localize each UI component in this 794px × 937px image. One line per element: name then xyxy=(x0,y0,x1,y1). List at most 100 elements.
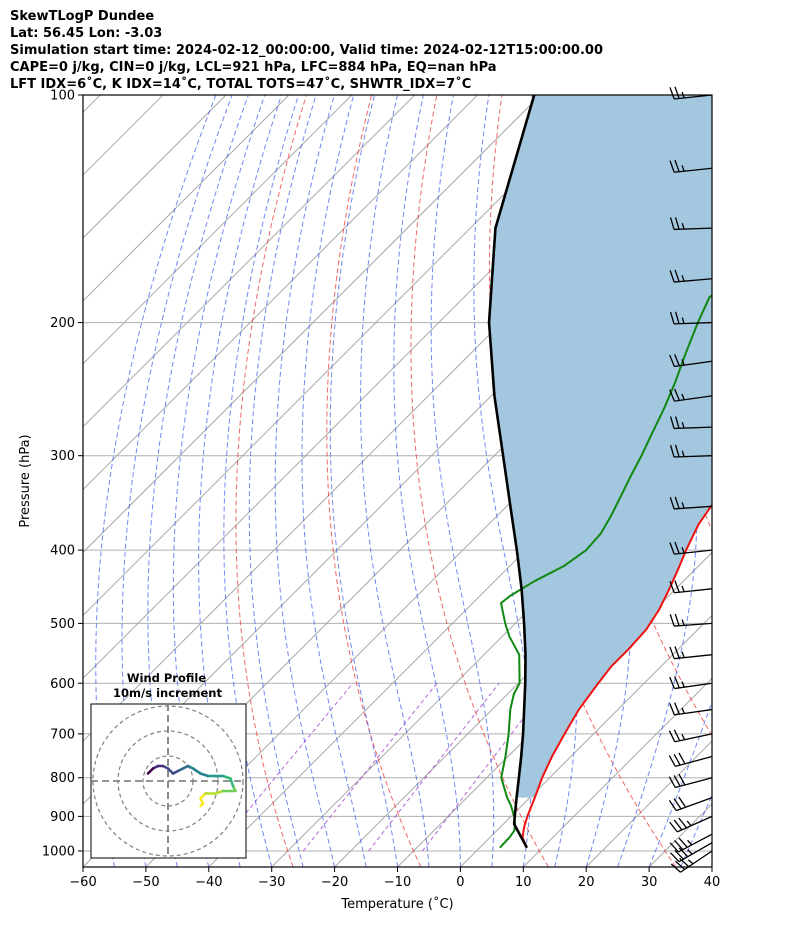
moist-adiabat-line xyxy=(648,700,712,867)
wind-barb xyxy=(669,613,713,627)
wind-barb-flag xyxy=(675,860,686,870)
chart-axes: −60 −50 −40 −30 −20 −10 0 10 20 30 40 1000 900 800 700… xyxy=(18,89,720,913)
wind-barb-flag xyxy=(669,542,675,555)
temperature-profile-line xyxy=(521,503,712,849)
isotherm-line xyxy=(83,95,416,428)
hodograph-trace-segment xyxy=(221,774,232,780)
wind-barb-flag xyxy=(669,496,675,510)
wind-barb-shaft xyxy=(674,622,713,627)
wind-barb-shaft xyxy=(678,842,713,863)
x-tick-label: 30 xyxy=(641,875,658,890)
wind-barb-flag xyxy=(674,496,680,509)
y-tick-label: 600 xyxy=(50,677,75,692)
wind-barb-flag xyxy=(669,821,678,833)
hodograph-plot xyxy=(91,704,246,858)
cape-cin-shading xyxy=(489,95,712,798)
y-tick-label: 900 xyxy=(50,810,75,825)
wind-barb-half-flag xyxy=(681,619,685,626)
x-tick-label: −10 xyxy=(384,875,411,890)
wind-barb-flag xyxy=(673,775,681,787)
hodograph-trace-segment xyxy=(214,789,225,795)
wind-barb xyxy=(669,354,713,368)
moist-adiabat-line xyxy=(360,95,430,867)
wind-barb xyxy=(668,773,713,789)
wind-barb-flag xyxy=(669,703,675,716)
wind-barb-flag xyxy=(669,416,675,429)
x-tick-label: −20 xyxy=(321,875,348,890)
wind-barb-flag xyxy=(673,819,683,831)
wind-barb-flag xyxy=(674,840,684,851)
wind-barb-flag xyxy=(674,849,684,860)
wind-barb-flag xyxy=(669,160,675,173)
wind-barb-shaft xyxy=(674,426,713,430)
isotherm-line xyxy=(83,95,290,302)
isotherm-line xyxy=(83,95,227,239)
x-tick-label: 0 xyxy=(456,875,464,890)
wind-barb xyxy=(669,646,713,660)
mixing-ratio-line xyxy=(368,682,500,852)
wind-barb-shaft xyxy=(677,815,713,833)
wind-barb-half-flag xyxy=(681,317,685,324)
isotherm-line xyxy=(83,95,541,554)
wind-barb-half-flag xyxy=(681,450,685,457)
wind-barb xyxy=(669,580,713,594)
wind-barb-flag xyxy=(674,541,680,554)
dry-adiabat-line xyxy=(488,95,677,867)
wind-barb-half-flag xyxy=(681,585,685,592)
y-tick-label: 400 xyxy=(50,544,75,559)
isotherm-line xyxy=(711,866,712,867)
wind-barb-half-flag xyxy=(681,393,685,400)
index-parameters: LFT IDX=6˚C, K IDX=14˚C, TOTAL TOTS=47˚C… xyxy=(10,77,472,92)
y-tick-label: 100 xyxy=(50,89,75,104)
wind-barb xyxy=(669,702,713,716)
wind-barb-half-flag xyxy=(681,359,685,366)
wind-barb-shaft xyxy=(674,733,713,743)
chart-title: SkewTLogP Dundee xyxy=(10,9,155,24)
wind-barb-half-flag xyxy=(681,547,685,554)
moist-adiabat-line xyxy=(301,95,367,867)
wind-barb-flag xyxy=(678,752,686,765)
hodograph-trace-segment xyxy=(146,769,152,775)
moist-adiabat-line xyxy=(711,865,712,867)
wind-barb-flag xyxy=(674,159,680,172)
wind-barb-flag xyxy=(674,613,680,626)
wind-barb-shaft xyxy=(674,395,713,402)
moist-adiabat-line xyxy=(329,95,398,867)
wind-barb-flag xyxy=(669,842,679,853)
wind-barb-shaft xyxy=(678,833,713,853)
mixing-ratio-line xyxy=(422,682,551,852)
hodograph-trace-segment xyxy=(199,772,210,778)
moist-adiabat-line xyxy=(393,95,461,867)
stability-parameters: CAPE=0 j/kg, CIN=0 j/kg, LCL=921 hPa, LF… xyxy=(10,60,497,75)
parcel-path-line xyxy=(487,95,536,849)
wind-barb-shaft xyxy=(674,94,713,100)
y-tick-label: 800 xyxy=(50,771,75,786)
wind-barb-flag xyxy=(678,837,688,848)
wind-barb-flag xyxy=(674,269,680,282)
wind-barb-flag xyxy=(668,800,677,811)
wind-barb-shaft xyxy=(674,360,713,368)
wind-barb xyxy=(670,842,713,863)
wind-barb xyxy=(669,159,713,173)
y-tick-label: 500 xyxy=(50,617,75,632)
wind-barb xyxy=(669,416,713,430)
isotherm-line xyxy=(83,95,353,365)
wind-barb-shaft xyxy=(674,588,713,594)
wind-barb xyxy=(668,729,713,743)
wind-barb xyxy=(669,833,713,853)
y-tick-label: 1000 xyxy=(42,844,75,859)
wind-barb-shaft xyxy=(676,797,713,812)
wind-barb xyxy=(669,496,713,510)
x-tick-label: −50 xyxy=(132,875,159,890)
wind-barb-shaft xyxy=(674,167,713,173)
wind-barb-flag xyxy=(668,730,676,743)
isotherm-line xyxy=(334,488,712,867)
y-tick-label: 700 xyxy=(50,727,75,742)
wind-barb-flag xyxy=(669,580,675,594)
wind-barb-shaft xyxy=(674,227,713,231)
wind-barb-half-flag xyxy=(681,275,685,282)
wind-barb-flag xyxy=(678,847,689,858)
wind-barb xyxy=(669,311,713,325)
